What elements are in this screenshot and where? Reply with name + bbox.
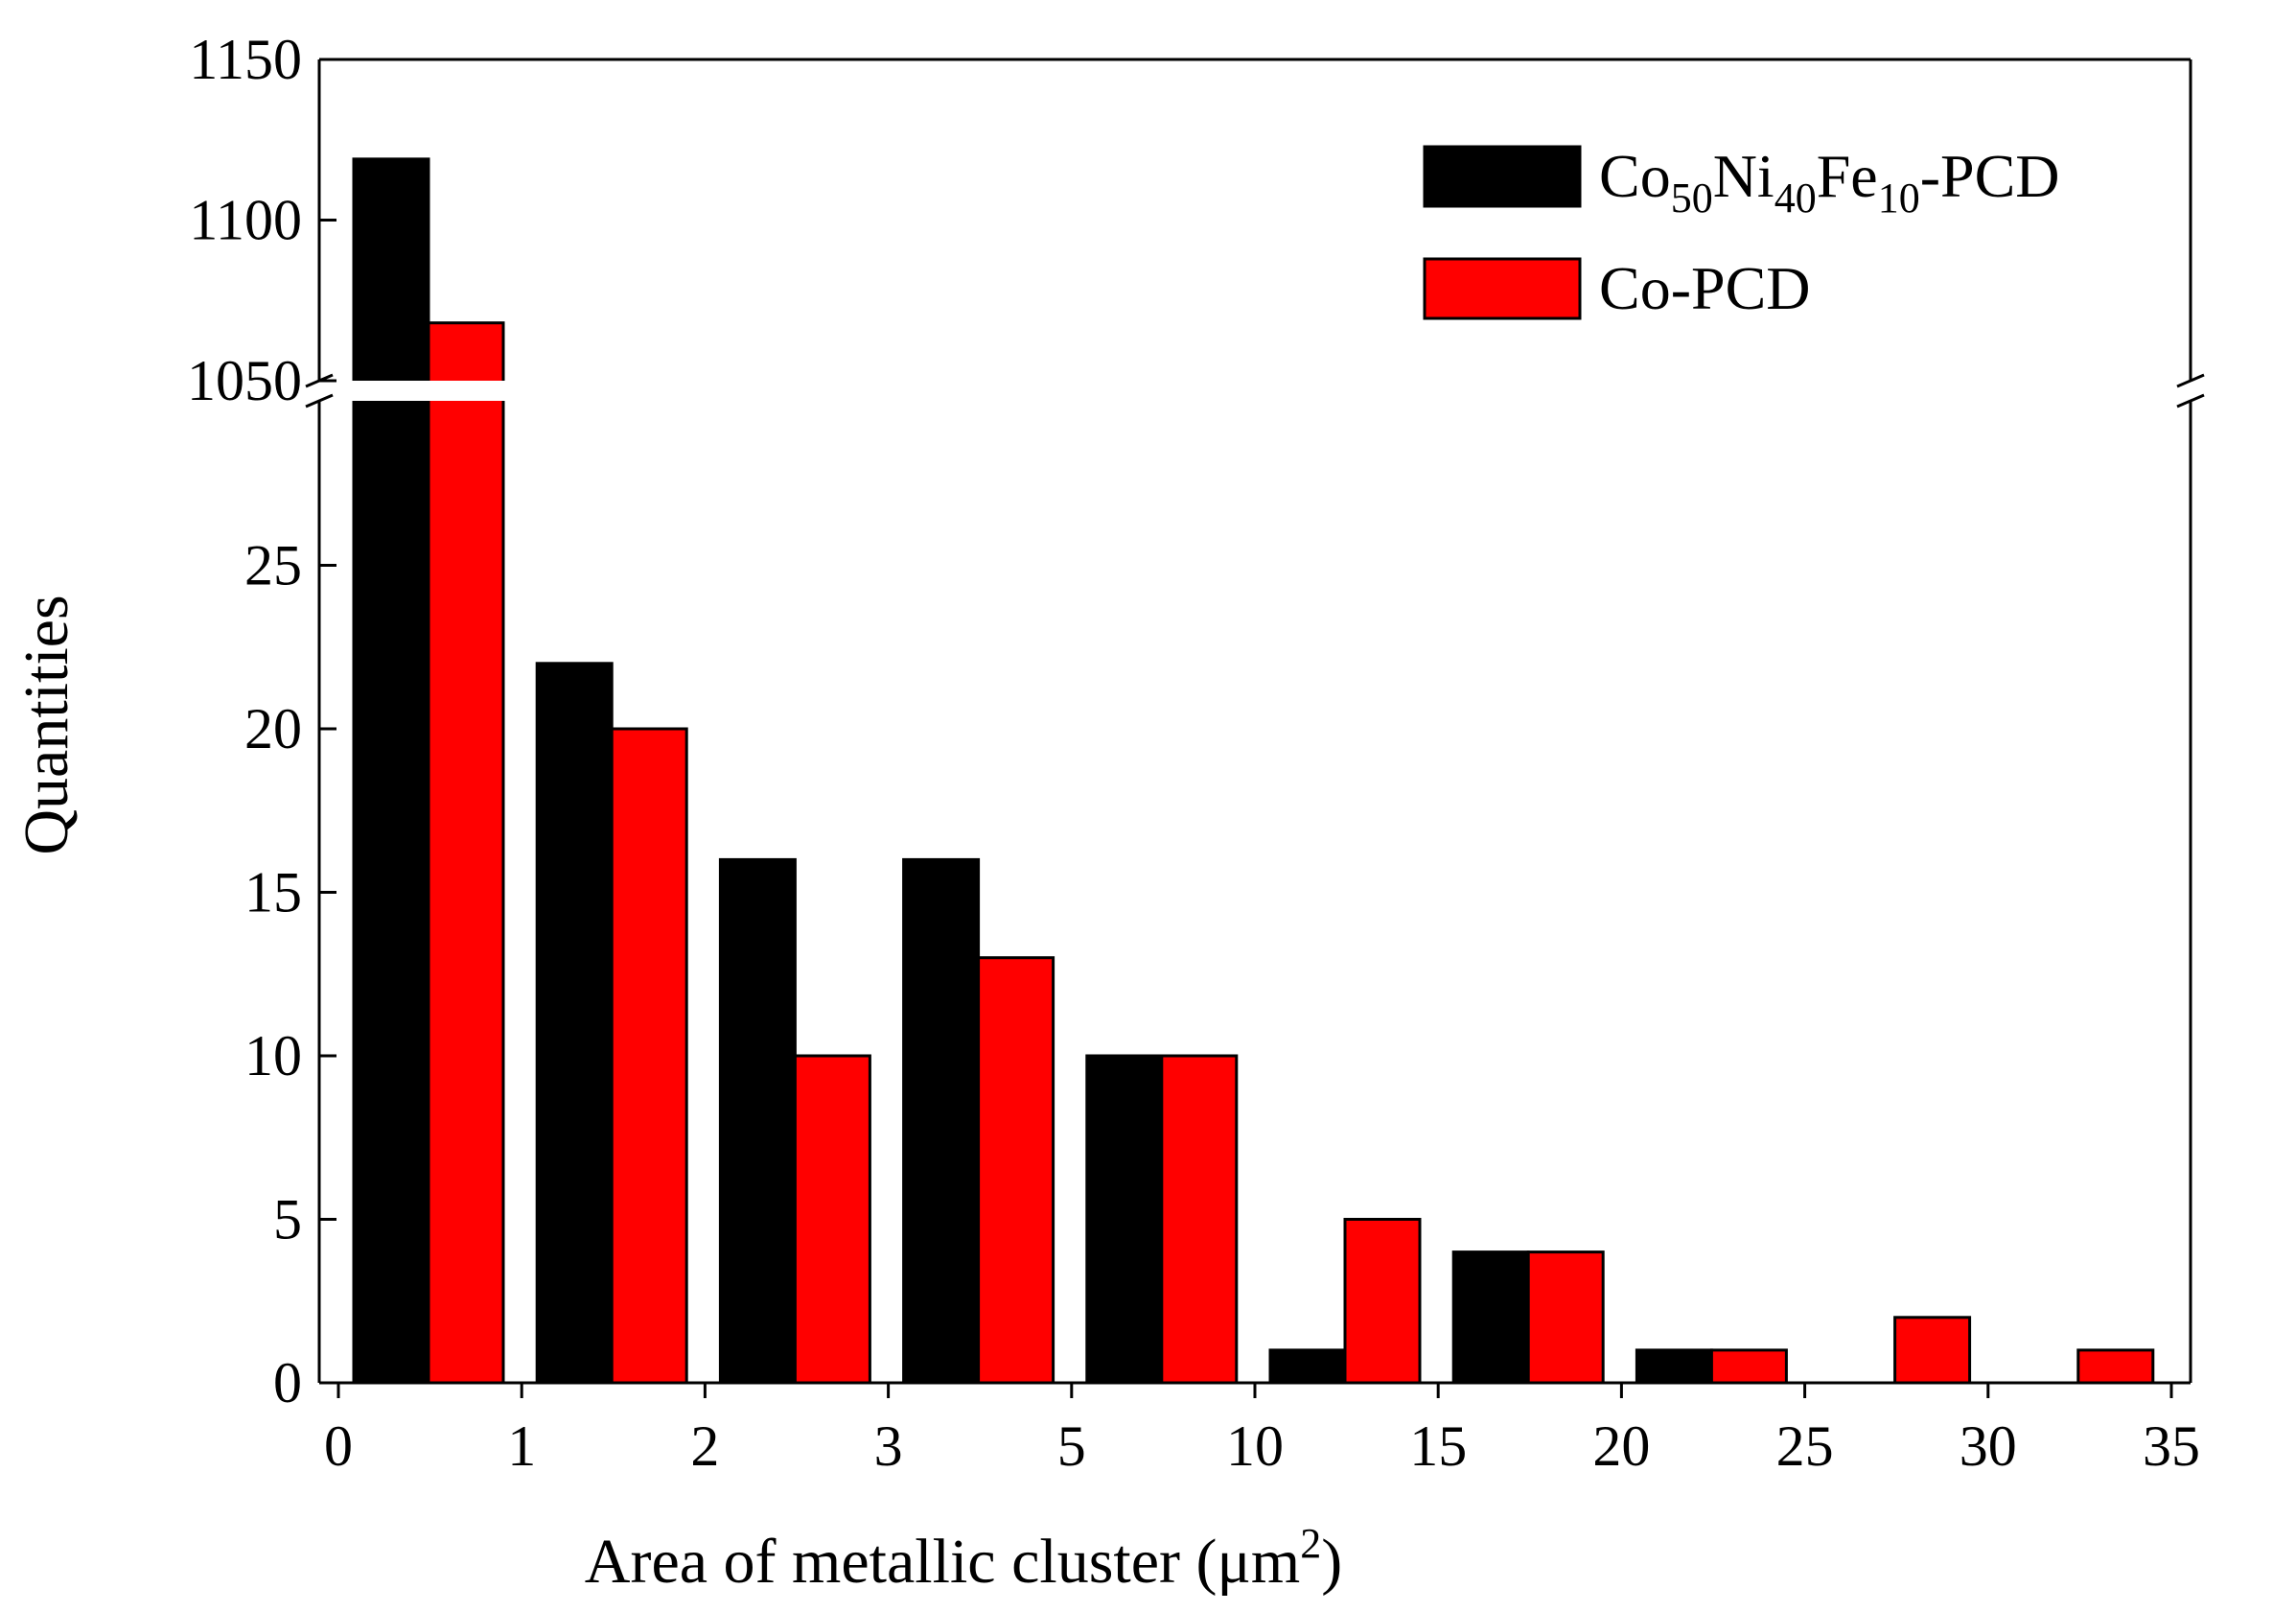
x-tick-label: 35 (2143, 1414, 2200, 1478)
y-tick-label: 10 (244, 1024, 302, 1087)
bar-conife-0-1 (352, 157, 430, 1385)
bar-co-1-2 (610, 727, 688, 1385)
bar-conife-2-3 (718, 857, 797, 1385)
bar-co-25-30 (1893, 1316, 1972, 1385)
legend-text-part: Co (1599, 142, 1671, 210)
legend-swatch-conife (1423, 145, 1582, 208)
y-tick-label: 20 (244, 697, 302, 760)
x-axis-label-sup: 2 (1300, 1520, 1321, 1567)
y-axis-label: Quantities (12, 595, 81, 854)
legend-text-part: 40 (1774, 175, 1817, 222)
y-tick-label: 1150 (189, 28, 302, 91)
x-tick-label: 30 (1960, 1414, 2017, 1478)
legend-label-co: Co-PCD (1599, 254, 1811, 322)
y-tick-label: 25 (244, 534, 302, 597)
axis-break-mark (2176, 393, 2205, 409)
axis-break-gap-right (2162, 381, 2219, 401)
x-tick-label: 15 (1409, 1414, 1467, 1478)
bar-conife-1-2 (535, 662, 614, 1385)
x-tick-label: 0 (324, 1414, 353, 1478)
bar-conife-5-10 (1085, 1054, 1164, 1385)
y-tick-label: 0 (273, 1351, 302, 1414)
legend-swatch-co (1423, 257, 1582, 320)
bar-conife-20-25 (1635, 1348, 1713, 1385)
x-tick-label: 10 (1226, 1414, 1284, 1478)
x-axis-label-close: ) (1321, 1527, 1342, 1597)
bar-conife-3-5 (902, 857, 981, 1385)
legend-text-part: Ni (1713, 142, 1774, 210)
bars-layer (290, 157, 2219, 1385)
y-tick-label: 1100 (189, 189, 302, 252)
x-tick-label: 1 (507, 1414, 536, 1478)
bar-co-0-1 (427, 321, 505, 1385)
bar-co-15-20 (1526, 1250, 1605, 1385)
x-tick-label: 25 (1776, 1414, 1834, 1478)
bar-co-10-15 (1343, 1218, 1422, 1385)
axis-break-mark (2176, 373, 2205, 388)
x-axis-label: Area of metallic cluster (μm2) (585, 1520, 1342, 1597)
axis-break-gap (290, 381, 540, 401)
bar-conife-10-15 (1268, 1348, 1347, 1385)
axis-break-mark (305, 393, 334, 409)
y-tick-label: 5 (273, 1188, 302, 1251)
bar-co-30-35 (2076, 1348, 2155, 1385)
x-tick-label: 5 (1057, 1414, 1086, 1478)
legend-text-part: Fe (1817, 142, 1878, 210)
bar-conife-15-20 (1451, 1250, 1530, 1385)
bar-co-20-25 (1709, 1348, 1788, 1385)
x-tick-label: 3 (874, 1414, 903, 1478)
legend-text-part: -PCD (1920, 142, 2060, 210)
y-tick-label: 15 (244, 861, 302, 924)
bar-co-5-10 (1160, 1054, 1239, 1385)
x-tick-label: 20 (1592, 1414, 1650, 1478)
bar-co-3-5 (977, 956, 1055, 1385)
legend-label-conife: Co50Ni40Fe10-PCD (1599, 142, 2060, 222)
legend-text-part: 10 (1878, 175, 1920, 222)
y-tick-label: 1050 (187, 349, 302, 412)
x-tick-label: 2 (690, 1414, 719, 1478)
bar-co-2-3 (793, 1054, 871, 1385)
legend-text-part: 50 (1671, 175, 1713, 222)
legend-text-part: Co-PCD (1599, 254, 1811, 322)
x-axis-label-main: Area of metallic cluster (μm (585, 1527, 1300, 1597)
